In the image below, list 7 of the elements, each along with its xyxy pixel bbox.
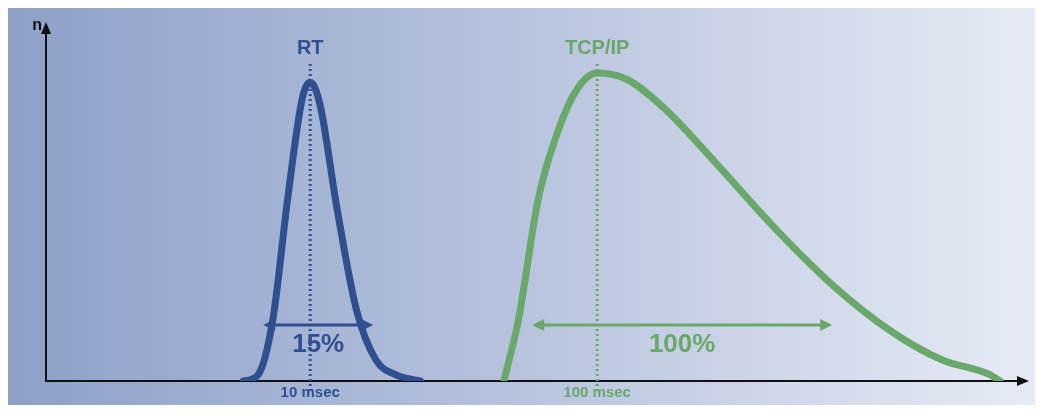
x-tick-label: 100 msec — [563, 383, 631, 401]
x-tick-label: 10 msec — [280, 383, 340, 401]
annotation: 15% — [292, 328, 345, 359]
annotation: 100% — [648, 328, 716, 359]
y-axis-title: n — [32, 16, 42, 34]
series-label: RT — [296, 35, 324, 58]
series-label: TCP/IP — [564, 35, 630, 58]
